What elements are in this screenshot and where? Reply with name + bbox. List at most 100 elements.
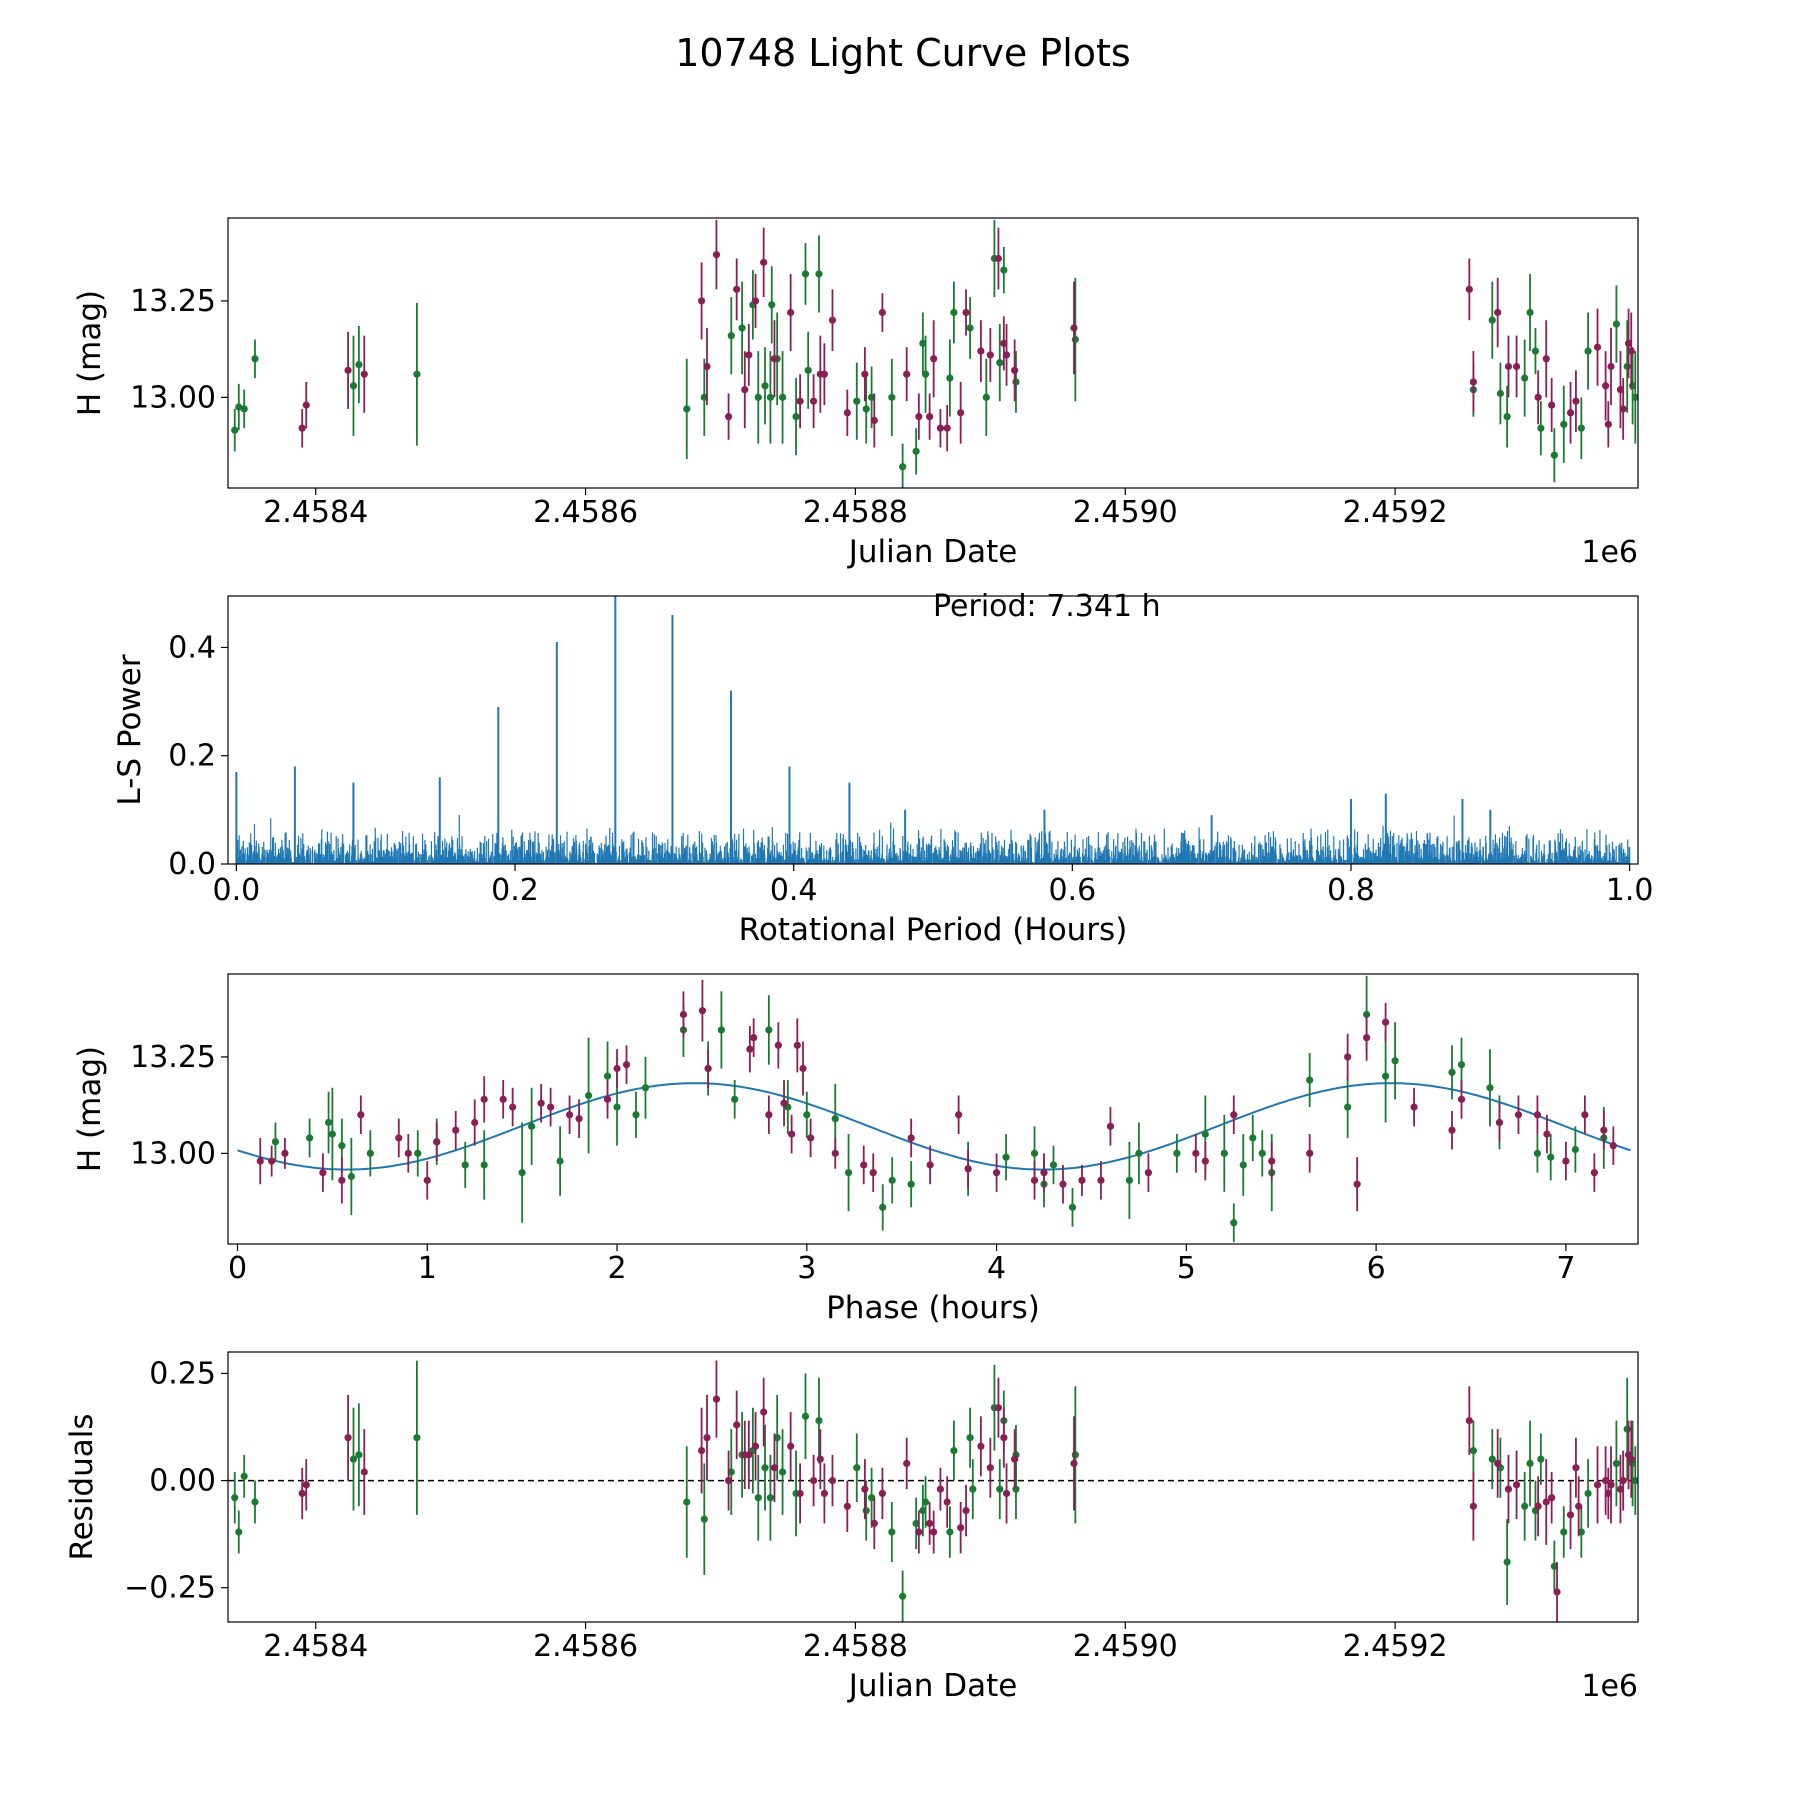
phased-maroon-point-64 <box>1543 1130 1551 1138</box>
lightcurve-maroon-point-12 <box>760 258 768 266</box>
lightcurve-series-maroon <box>298 219 1635 452</box>
lightcurve-maroon-point-39 <box>1465 285 1473 293</box>
periodogram-ytick-label-1: 0.2 <box>168 739 216 774</box>
lightcurve-green-point-12 <box>754 393 762 401</box>
lightcurve-green-point-14 <box>766 393 775 401</box>
phased-green-point-18 <box>641 1084 650 1092</box>
lightcurve-maroon-point-4 <box>697 297 706 305</box>
residuals-maroon-point-4 <box>697 1446 706 1455</box>
residuals-maroon-point-27 <box>930 1528 938 1536</box>
residuals-maroon-point-43 <box>1512 1481 1521 1489</box>
residuals-maroon-point-29 <box>943 1498 951 1506</box>
periodogram-xtick-label-4: 0.8 <box>1327 873 1375 908</box>
phased-maroon-point-48 <box>1144 1169 1152 1177</box>
periodogram-xlabel: Rotational Period (Hours) <box>739 912 1128 948</box>
phased-green-point-16 <box>613 1103 621 1111</box>
phased-green-point-58 <box>1571 1145 1579 1154</box>
phased-green-point-30 <box>907 1180 915 1188</box>
lightcurve-green-point-18 <box>792 413 800 421</box>
phased-maroon-point-29 <box>780 1099 788 1107</box>
residuals-ytick-label-0: 0.25 <box>149 1356 216 1391</box>
phased-green-point-12 <box>528 1122 536 1130</box>
lightcurve-panel: 2.4584 2.4586 2.4588 2.4590 2.4592 13.00 13.25… <box>72 217 1639 570</box>
lightcurve-green-point-3 <box>251 355 259 363</box>
phased-maroon-point-1 <box>268 1157 276 1165</box>
residuals-green-point-6 <box>413 1434 421 1442</box>
periodogram-panel: 0.0 0.2 0.4 0.6 0.8 1.0 0.0 0.2 0.4 Rotational Pe… <box>112 589 1653 948</box>
lightcurve-maroon-point-54 <box>1619 405 1627 413</box>
residuals-maroon-point-39 <box>1465 1416 1473 1425</box>
phased-maroon-point-50 <box>1201 1157 1209 1165</box>
lightcurve-maroon-point-8 <box>733 285 741 293</box>
phased-green-point-56 <box>1533 1149 1542 1157</box>
residuals-maroon-point-30 <box>957 1524 965 1532</box>
phased-green-point-44 <box>1249 1134 1257 1142</box>
phased-green-point-40 <box>1201 1130 1209 1138</box>
lightcurve-green-point-20 <box>804 366 812 374</box>
residuals-maroon-point-18 <box>820 1489 828 1498</box>
phased-green-point-53 <box>1457 1061 1466 1069</box>
residuals-green-point-0 <box>231 1494 239 1502</box>
lightcurve-xtick-label-1: 2.4586 <box>533 495 638 530</box>
lightcurve-maroon-point-10 <box>745 351 753 359</box>
phased-green-point-2 <box>324 1118 333 1127</box>
lightcurve-green-point-31 <box>950 308 958 317</box>
phased-green-point-36 <box>1068 1203 1077 1211</box>
phased-green-point-10 <box>480 1161 488 1169</box>
phased-maroon-point-65 <box>1562 1157 1570 1165</box>
residuals-green-point-18 <box>801 1412 810 1420</box>
residuals-maroon-point-41 <box>1494 1459 1502 1468</box>
phased-maroon-point-56 <box>1363 1034 1371 1042</box>
residuals-maroon-point-25 <box>915 1528 923 1536</box>
lightcurve-green-point-38 <box>1071 335 1079 344</box>
residuals-maroon-point-46 <box>1548 1494 1556 1502</box>
phased-green-point-45 <box>1258 1149 1266 1157</box>
lightcurve-maroon-point-28 <box>936 424 945 432</box>
lightcurve-green-point-46 <box>1537 424 1545 432</box>
lightcurve-maroon-point-24 <box>903 370 911 378</box>
residuals-maroon-point-50 <box>1575 1502 1583 1510</box>
lightcurve-maroon-point-48 <box>1572 397 1580 405</box>
phased-green-point-7 <box>414 1149 422 1157</box>
lightcurve-green-point-25 <box>888 393 896 401</box>
residuals-maroon-point-16 <box>809 1476 818 1485</box>
lightcurve-plot-area <box>231 219 1638 488</box>
residuals-green-point-20 <box>853 1464 861 1472</box>
lightcurve-xtick-label-2: 2.4588 <box>803 495 908 530</box>
lightcurve-maroon-point-43 <box>1512 362 1521 371</box>
residuals-green-point-1 <box>235 1528 243 1536</box>
lightcurve-green-point-7 <box>683 405 691 413</box>
residuals-green-point-53 <box>1631 1476 1638 1485</box>
phased-model-curve <box>237 1082 1631 1171</box>
phased-maroon-point-9 <box>433 1138 441 1146</box>
residuals-green-point-49 <box>1584 1489 1592 1498</box>
residuals-maroon-point-0 <box>298 1489 306 1498</box>
residuals-xtick-label-4: 2.4592 <box>1343 1629 1448 1664</box>
residuals-maroon-point-17 <box>816 1455 824 1463</box>
residuals-maroon-point-21 <box>861 1485 869 1493</box>
phased-green-point-54 <box>1486 1084 1494 1092</box>
lightcurve-green-point-51 <box>1612 320 1621 328</box>
phased-maroon-point-49 <box>1192 1149 1200 1157</box>
phased-maroon-point-15 <box>537 1099 545 1107</box>
residuals-green-point-3 <box>251 1498 259 1506</box>
lightcurve-xtick-label-4: 2.4592 <box>1343 495 1448 530</box>
phased-maroon-point-22 <box>679 1010 688 1019</box>
lightcurve-maroon-point-3 <box>360 370 368 378</box>
phased-green-point-22 <box>731 1095 739 1103</box>
phased-maroon-point-59 <box>1448 1126 1456 1134</box>
lightcurve-maroon-point-20 <box>843 409 851 417</box>
lightcurve-frame <box>227 217 1639 489</box>
lightcurve-offset-text: 1e6 <box>1581 535 1638 570</box>
residuals-maroon-point-12 <box>760 1408 768 1416</box>
phased-green-point-17 <box>632 1111 640 1119</box>
phased-xtick-label-4: 4 <box>987 1251 1006 1286</box>
lightcurve-maroon-point-26 <box>926 413 934 421</box>
phased-maroon-point-21 <box>622 1061 631 1069</box>
lightcurve-maroon-point-13 <box>770 355 779 363</box>
lightcurve-maroon-point-27 <box>930 355 938 363</box>
residuals-maroon-point-15 <box>796 1489 804 1498</box>
residuals-maroon-point-7 <box>724 1476 733 1485</box>
lightcurve-green-point-35 <box>996 359 1004 367</box>
lightcurve-maroon-point-25 <box>915 413 923 421</box>
